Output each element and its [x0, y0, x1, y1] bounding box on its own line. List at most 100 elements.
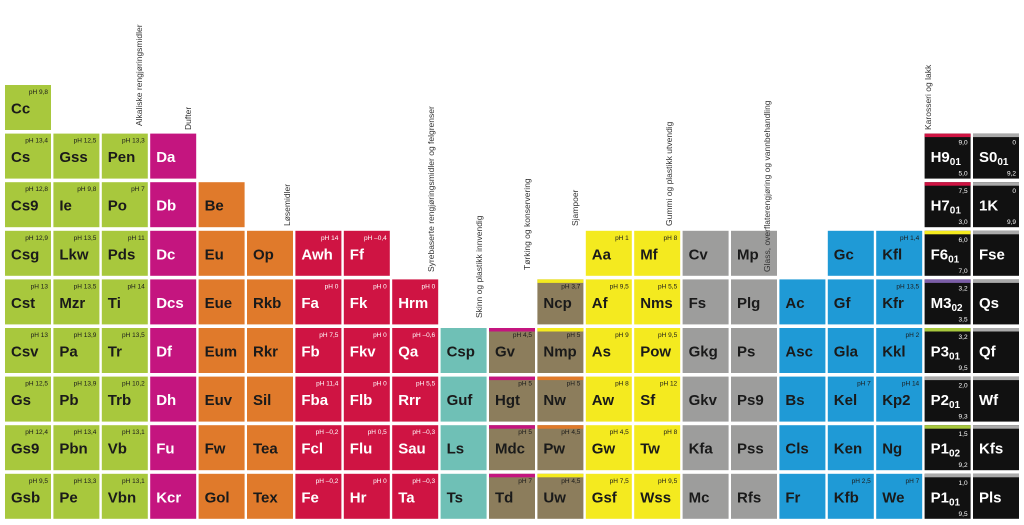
symbol-text: Pow — [640, 343, 671, 360]
cell-bg — [924, 279, 971, 325]
symbol-text: Bs — [785, 392, 804, 409]
symbol: Kfr — [882, 295, 904, 312]
cell-bg — [537, 473, 584, 519]
symbol-text: Trb — [108, 392, 131, 409]
symbol: Ncp — [543, 295, 571, 312]
symbol: Hrm — [398, 295, 428, 312]
ph-value: pH 7 — [857, 381, 871, 388]
ph-value: pH 13,1 — [122, 478, 145, 485]
element-cell: Mzr pH 13,5 — [53, 279, 100, 325]
cell-bg — [827, 376, 874, 422]
cell-bg — [682, 473, 729, 519]
cell-bg — [101, 279, 148, 325]
symbol: Hgt — [495, 392, 520, 409]
symbol-text: Gsb — [11, 489, 40, 506]
symbol: Af — [592, 295, 609, 312]
cell-bg — [489, 425, 535, 471]
ph-value: pH 10,2 — [122, 381, 145, 388]
symbol-text: Pen — [108, 149, 136, 166]
top-value: 0 — [1012, 188, 1016, 195]
cell-bg — [876, 279, 923, 325]
element-cell: Fe pH –0,2 — [295, 473, 342, 519]
element-cell: Gv pH 4,5 — [489, 328, 535, 373]
symbol: Dc — [156, 246, 175, 263]
symbol-text: Mp — [737, 246, 759, 263]
element-cell: Nms pH 5,5 — [634, 279, 681, 325]
symbol: Pb — [59, 392, 78, 409]
ph-value: pH 13 — [31, 332, 49, 339]
symbol-text: Fe — [301, 489, 319, 506]
cell-bg — [392, 473, 439, 519]
symbol-sub: 02 — [949, 448, 961, 459]
element-cell: Cc pH 9,8 — [5, 85, 51, 130]
symbol-text: H9 — [931, 149, 950, 166]
symbol: Ac — [785, 295, 804, 312]
ph-value: pH 4,5 — [561, 478, 581, 485]
element-cell: Da — [150, 133, 197, 179]
cell-bg — [682, 279, 729, 325]
cell-bg — [295, 376, 342, 422]
ph-value: pH 9,5 — [29, 478, 49, 485]
element-cell: Dh — [150, 376, 197, 422]
symbol-text: Po — [108, 198, 127, 215]
cell-bg — [827, 230, 874, 276]
cell-stripe — [924, 473, 971, 478]
symbol: Gla — [834, 343, 859, 360]
ph-value: pH 12,5 — [25, 381, 48, 388]
symbol-text: Op — [253, 246, 274, 263]
ph-value: pH 5 — [518, 429, 532, 436]
cell-bg — [101, 425, 148, 471]
symbol-text: Vbn — [108, 489, 136, 506]
symbol-text: Pss — [737, 441, 764, 458]
cell-bg — [489, 376, 535, 422]
symbol-text: Fw — [205, 441, 226, 458]
ph-value: pH 13,1 — [122, 429, 145, 436]
symbol-text: Csp — [447, 343, 475, 360]
symbol-text: Sau — [398, 441, 426, 458]
cell-bg — [537, 376, 584, 422]
cell-stripe — [973, 376, 1019, 381]
symbol-text: Cs9 — [11, 198, 39, 215]
symbol-text: Asc — [785, 343, 813, 360]
element-cell: Ls — [440, 425, 487, 471]
symbol: Dcs — [156, 295, 184, 312]
cell-bg — [779, 279, 826, 325]
element-cell: Dcs — [150, 279, 197, 325]
element-cell: 1K 0 9,9 — [973, 182, 1019, 228]
symbol-text: Pa — [59, 343, 78, 360]
symbol-text: H7 — [931, 198, 950, 215]
cell-bg — [779, 376, 826, 422]
cell-bg — [198, 182, 245, 228]
symbol: H701 — [931, 198, 962, 217]
ph-value: pH 7 — [905, 478, 919, 485]
cell-bg — [5, 230, 51, 276]
symbol: Gss — [59, 149, 87, 166]
cell-bg — [585, 328, 632, 373]
ph-value: pH 14 — [902, 381, 920, 388]
symbol-text: P2 — [931, 392, 949, 409]
symbol-text: Gs — [11, 392, 31, 409]
element-cell: Df — [150, 328, 197, 373]
symbol: Aw — [592, 392, 615, 409]
element-cell: Gkv — [682, 376, 729, 422]
symbol: Da — [156, 149, 176, 166]
element-cell: P102 1,5 9,2 — [924, 425, 971, 471]
element-cell: Sau pH –0,3 — [392, 425, 439, 471]
cell-bg — [150, 425, 197, 471]
element-cell: Fcl pH –0,2 — [295, 425, 342, 471]
symbol: Pow — [640, 343, 671, 360]
cell-bg — [924, 182, 971, 228]
symbol: M302 — [931, 295, 963, 314]
symbol-text: Eum — [205, 343, 238, 360]
ph-value: pH 9,5 — [658, 478, 678, 485]
cell-bg — [731, 279, 777, 325]
symbol-sub: 01 — [950, 157, 962, 168]
element-cell: Pds pH 11 — [101, 230, 148, 276]
element-cell: Gf — [827, 279, 874, 325]
symbol: Gs9 — [11, 441, 39, 458]
ph-value: pH –0,3 — [412, 478, 435, 485]
symbol-text: Tex — [253, 489, 278, 506]
bottom-value: 9,9 — [1007, 219, 1016, 226]
symbol-text: Pbn — [59, 441, 87, 458]
